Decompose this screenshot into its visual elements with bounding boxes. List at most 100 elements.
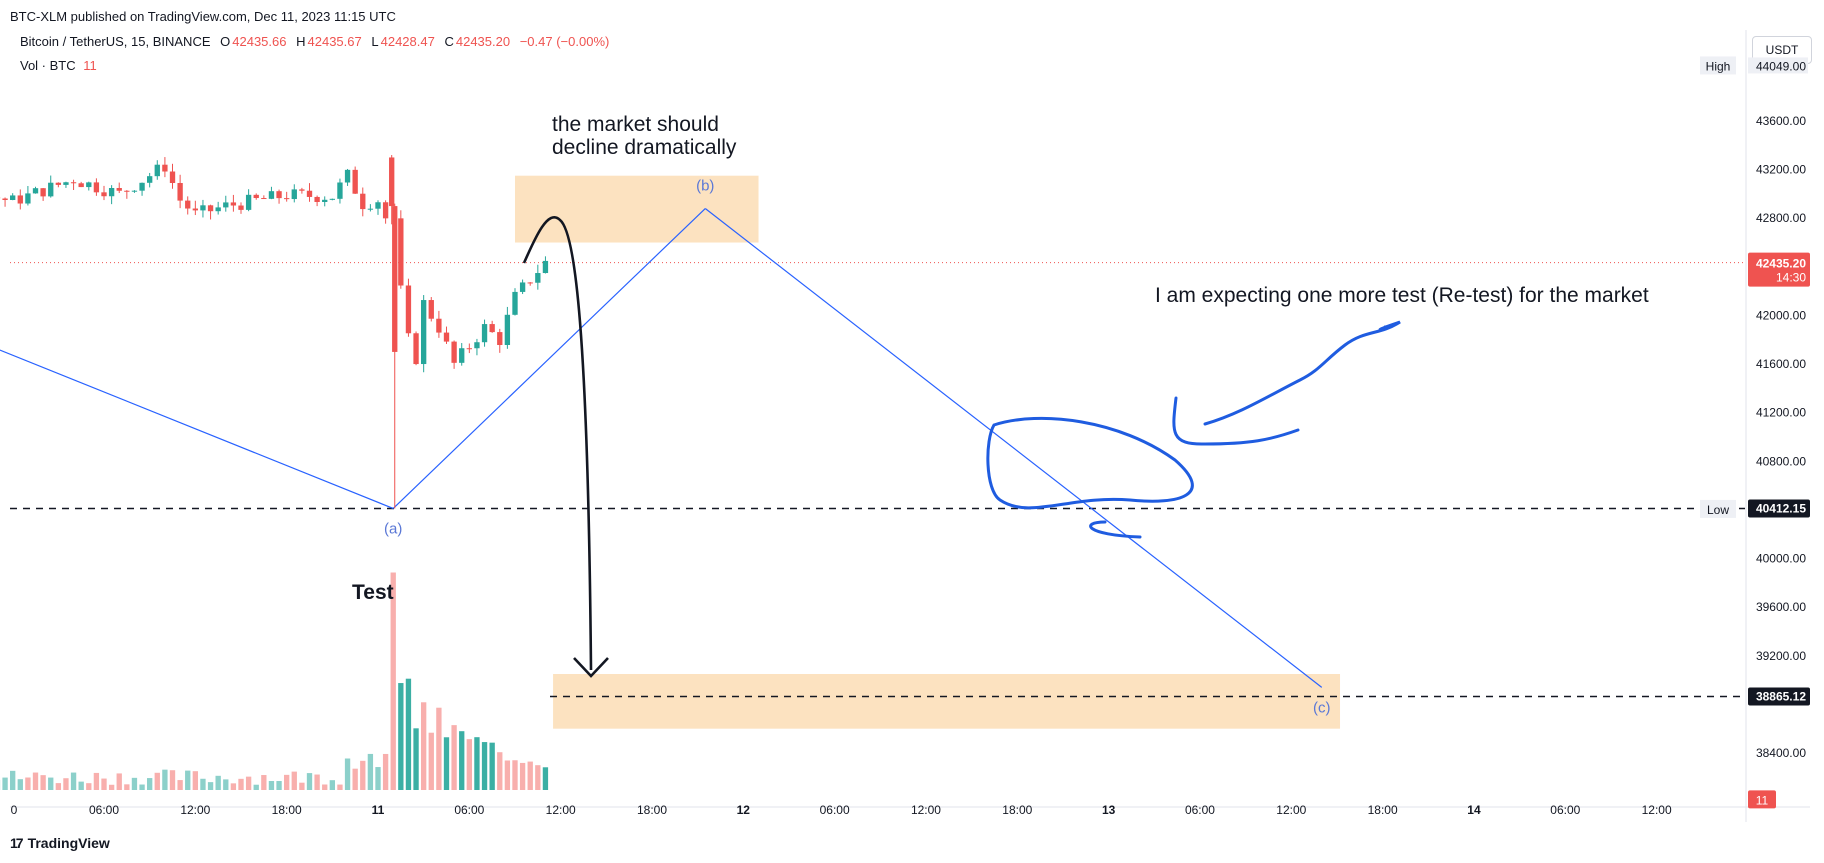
- volume-bar: [48, 777, 54, 790]
- annotation-retest: I am expecting one more test (Re-test) f…: [1155, 284, 1649, 307]
- candle: [382, 202, 389, 219]
- candle: [352, 169, 358, 194]
- time-tick-label: 06:00: [1185, 803, 1215, 817]
- time-tick-label: 12:00: [1642, 803, 1672, 817]
- volume-bar: [200, 778, 206, 790]
- candle: [535, 273, 541, 283]
- volume-bar: [375, 767, 381, 790]
- candle: [93, 182, 100, 193]
- volume-bar: [337, 784, 343, 790]
- volume-bar: [17, 779, 23, 790]
- volume-bar: [253, 784, 259, 790]
- candle: [291, 189, 297, 200]
- time-tick-label: 12: [737, 803, 751, 817]
- candle: [101, 192, 107, 197]
- candle: [276, 191, 282, 199]
- candle: [421, 300, 427, 365]
- wave-label-a: (a): [384, 520, 402, 537]
- volume-bar: [162, 769, 168, 790]
- candle: [223, 202, 229, 208]
- candle: [116, 188, 122, 191]
- close-label: C: [444, 34, 454, 49]
- candle: [389, 157, 395, 207]
- volume-bar: [63, 778, 69, 790]
- time-tick-label: 06:00: [454, 803, 484, 817]
- forecast-arrowhead: [573, 657, 609, 678]
- price-tick-label: 42000.00: [1756, 308, 1806, 322]
- symbol-name[interactable]: Bitcoin / TetherUS, 15, BINANCE: [20, 34, 211, 49]
- candle: [443, 332, 450, 342]
- candle: [299, 189, 305, 191]
- candle: [185, 200, 191, 209]
- time-tick-label: 18:00: [272, 803, 302, 817]
- candle: [230, 202, 237, 206]
- candle: [200, 205, 206, 211]
- candle: [481, 324, 488, 343]
- volume-bar: [230, 783, 237, 790]
- volume-bar: [10, 770, 16, 790]
- candle: [63, 182, 69, 185]
- volume-bar: [299, 782, 305, 790]
- time-tick-label: 12:00: [180, 803, 210, 817]
- volume-bar: [223, 779, 229, 790]
- candle: [344, 169, 351, 183]
- candle: [527, 282, 533, 284]
- volume-bar: [344, 758, 351, 790]
- volume-bar: [314, 774, 320, 790]
- volume-bar: [413, 728, 419, 790]
- tradingview-brand[interactable]: 17 TradingView: [10, 835, 110, 851]
- open-value: 42435.66: [232, 34, 287, 49]
- volume-badge-bg: [1748, 790, 1776, 809]
- volume-bar: [215, 775, 221, 790]
- volume-bar: [382, 753, 389, 790]
- wave-leg-1: [0, 349, 394, 510]
- high-value: 42435.67: [307, 34, 362, 49]
- volume-bar: [108, 784, 115, 790]
- price-tick-label: 42800.00: [1756, 211, 1806, 225]
- high-label: H: [296, 34, 306, 49]
- volume-bar: [2, 777, 8, 790]
- close-value: 42435.20: [455, 34, 511, 49]
- volume-bar: [207, 782, 214, 790]
- time-tick-label: 12:00: [546, 803, 576, 817]
- candle: [451, 341, 457, 363]
- price-tick-label: 41200.00: [1756, 406, 1806, 420]
- volume-bar: [466, 739, 472, 790]
- volume-bar: [398, 683, 404, 790]
- target-zone-1: [514, 175, 759, 243]
- extreme-tag-bg: [1700, 499, 1736, 518]
- candle: [398, 218, 404, 286]
- volume-bar: [101, 778, 107, 790]
- volume-bar: [32, 772, 39, 790]
- low-value: 42428.47: [380, 34, 435, 49]
- volume-bar: [291, 771, 297, 790]
- volume-bar: [86, 783, 92, 790]
- candle: [86, 182, 92, 188]
- candle: [25, 193, 31, 204]
- candle: [154, 164, 160, 177]
- volume-bar: [284, 774, 290, 790]
- volume-bar: [451, 725, 457, 790]
- wave-leg-2: [392, 208, 706, 509]
- volume-bar: [276, 781, 282, 790]
- candle: [253, 194, 259, 199]
- candle: [40, 188, 46, 197]
- volume-bar: [261, 775, 267, 790]
- candle: [48, 182, 54, 197]
- candle: [108, 188, 115, 197]
- price-tick-label: 43200.00: [1756, 163, 1806, 177]
- time-tick-label: 12:00: [1276, 803, 1306, 817]
- extreme-price-bg: [1748, 57, 1808, 74]
- wave-label-c: (c): [1313, 699, 1331, 716]
- volume-bar: [436, 707, 442, 790]
- candle: [497, 332, 503, 345]
- price-tick-label: 40000.00: [1756, 552, 1806, 566]
- volume-label[interactable]: Vol · BTC: [20, 58, 76, 73]
- candle: [169, 171, 176, 184]
- time-tick-label: 11: [372, 803, 385, 817]
- candle: [466, 348, 472, 350]
- low-label: L: [371, 34, 379, 49]
- volume-bar: [25, 777, 31, 790]
- candle: [70, 182, 77, 184]
